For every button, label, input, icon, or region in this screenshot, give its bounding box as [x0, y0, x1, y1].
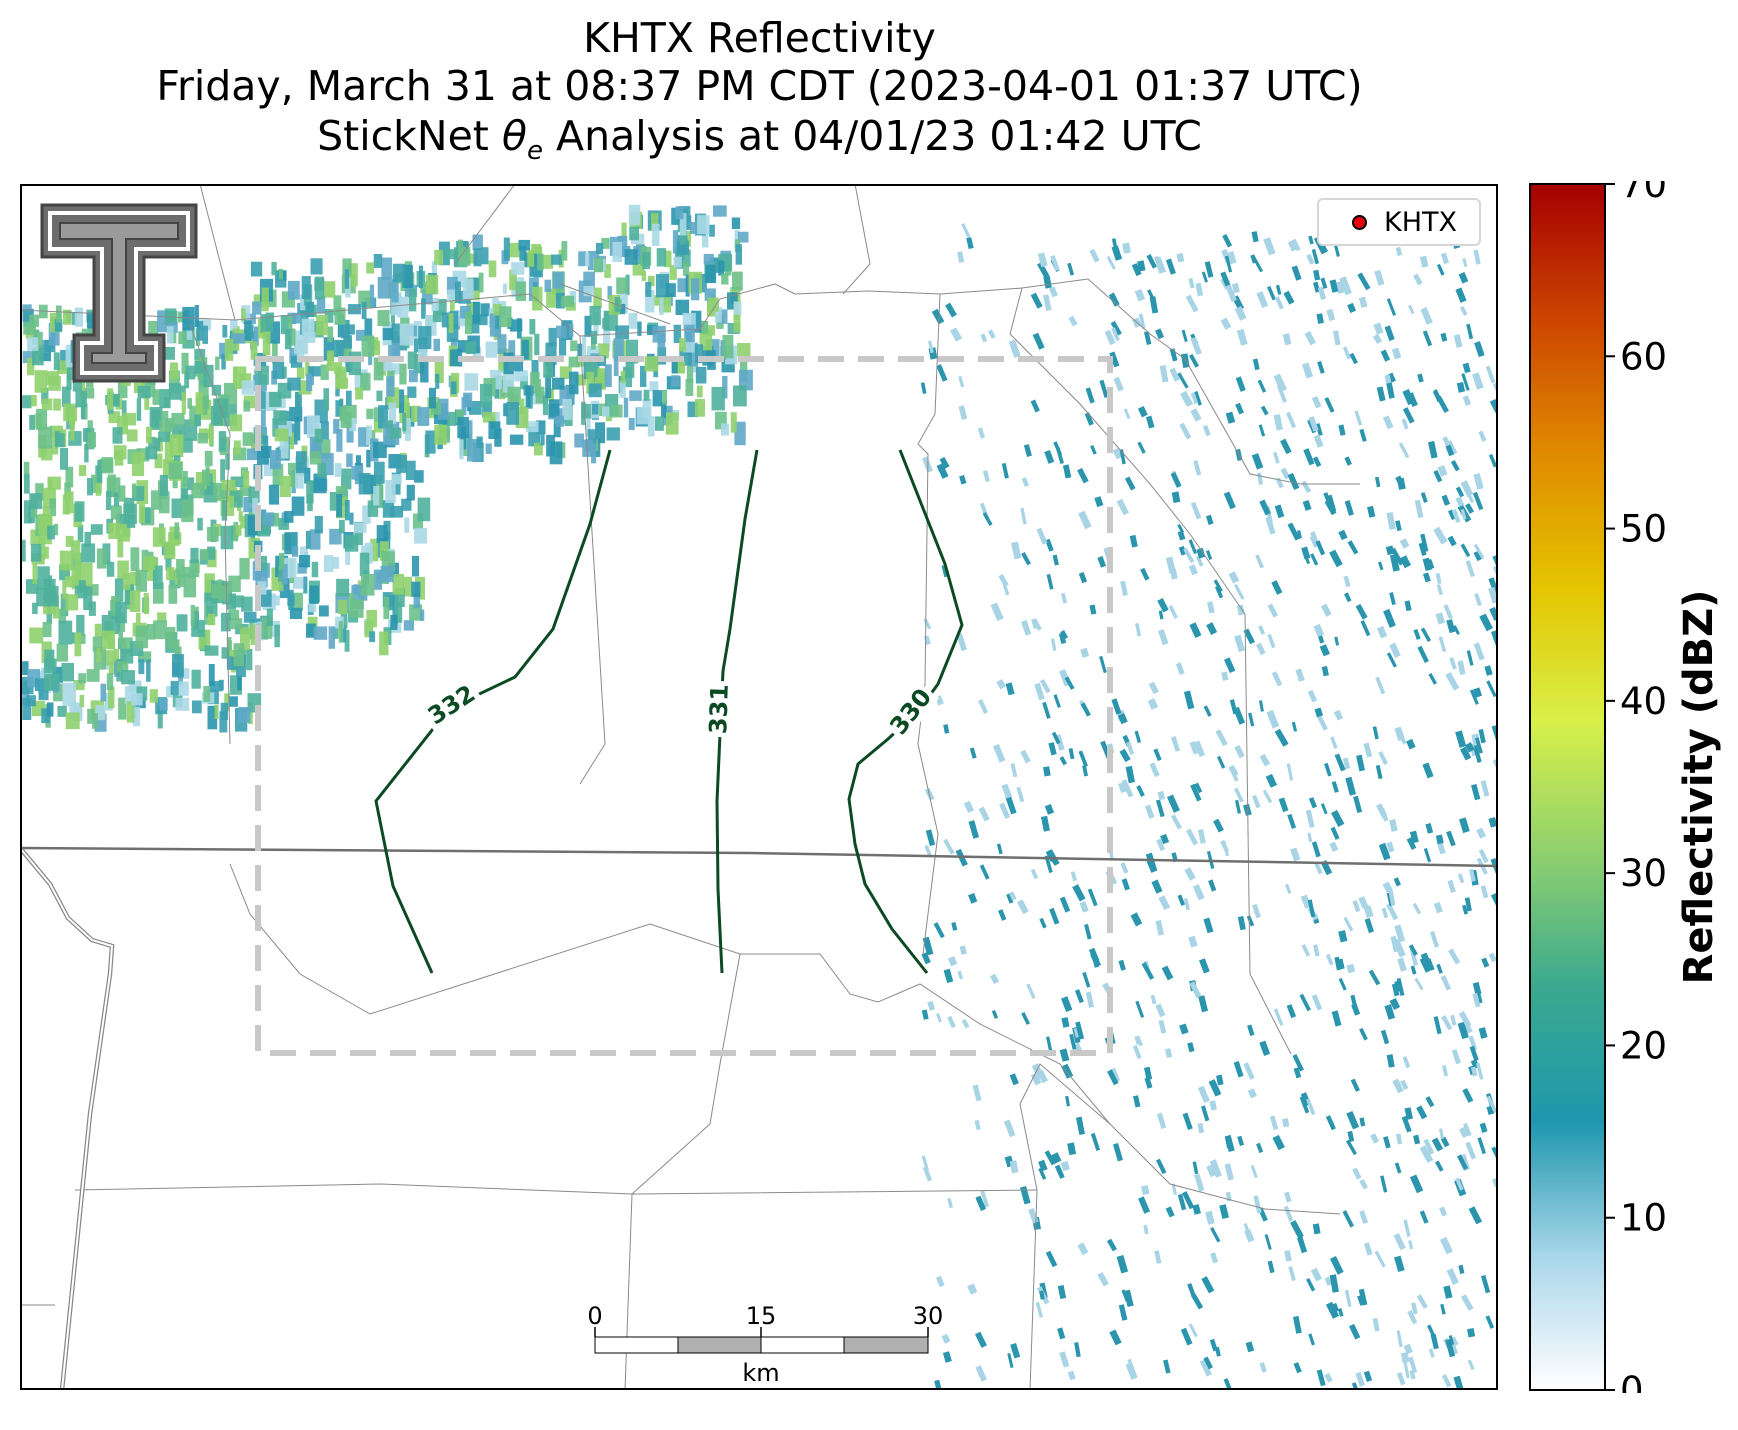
scale-bar: 0 15 30 km — [587, 1302, 943, 1387]
analysis-domain-box — [255, 356, 1113, 1056]
colorbar-tick-label: 70 — [1620, 181, 1667, 206]
theta-e-contour-332 — [374, 449, 612, 974]
scale-tick-0: 0 — [587, 1302, 602, 1330]
colorbar-tick-label: 50 — [1620, 508, 1667, 551]
map-subtitle-time: Friday, March 31 at 08:37 PM CDT (2023-0… — [156, 62, 1363, 110]
radar-site-marker-icon — [1352, 215, 1367, 230]
map-frame — [20, 184, 1498, 1390]
state-boundaries — [20, 846, 1498, 1390]
texas-tech-double-t-logo — [40, 203, 198, 383]
map-subtitle-analysis: StickNet θe Analysis at 04/01/23 01:42 U… — [317, 112, 1202, 167]
colorbar-tick-label: 20 — [1620, 1024, 1667, 1067]
reflectivity-echoes — [21, 204, 1498, 1390]
colorbar-tick-label: 0 — [1620, 1369, 1644, 1393]
theta-e-contour-330 — [847, 449, 964, 974]
scale-tick-15: 15 — [746, 1302, 777, 1330]
map-title: KHTX Reflectivity — [583, 14, 936, 62]
scale-unit: km — [742, 1359, 779, 1387]
county-boundaries — [20, 184, 1360, 1390]
scale-tick-30: 30 — [913, 1302, 944, 1330]
colorbar-label: Reflectivity (dBZ) — [1676, 590, 1722, 985]
colorbar-tick-label: 40 — [1620, 680, 1667, 723]
colorbar-gradient — [1529, 183, 1606, 1391]
legend-label: KHTX — [1384, 207, 1457, 238]
colorbar-tick-label: 10 — [1620, 1197, 1667, 1240]
contour-label-331: 331 — [704, 684, 734, 735]
map-legend: KHTX — [1317, 198, 1481, 246]
colorbar-tick-label: 30 — [1620, 852, 1667, 895]
colorbar-tick-label: 60 — [1620, 335, 1667, 378]
reflectivity-colorbar: 0 10 20 30 40 50 60 70 Reflectivity (dBZ) — [1529, 181, 1722, 1393]
radar-map: 332 331 330 0 15 30 km — [20, 184, 1498, 1390]
